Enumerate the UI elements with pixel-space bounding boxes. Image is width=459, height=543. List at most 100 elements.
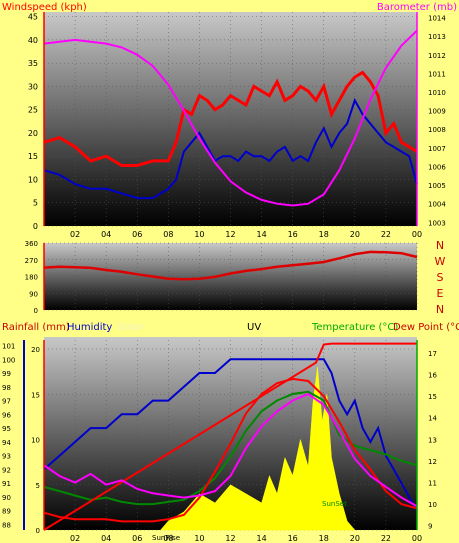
wind-xtick-label: 10 — [194, 230, 204, 239]
wind-ytick-label: 45 — [28, 13, 38, 22]
wind-ytick-label: 25 — [28, 106, 38, 115]
barometer-ytick-label: 1004 — [428, 201, 446, 209]
temperature-series-line — [43, 390, 418, 506]
combined-xtick-label: 16 — [288, 534, 298, 543]
rain-ytick-label: 20 — [31, 346, 40, 354]
legend-solar: Solar — [118, 322, 144, 333]
legend-rainfall: Rainfall (mm) — [2, 322, 70, 333]
compass-label: W — [435, 255, 446, 268]
wind-ytick-label: 35 — [28, 59, 38, 68]
barometer-ytick-label: 1009 — [428, 108, 446, 116]
dir-ytick-label: 0 — [34, 307, 38, 315]
uv-series-line — [43, 392, 418, 508]
dir-ytick-label: 270 — [25, 257, 38, 265]
rain-ytick-label: 0 — [36, 527, 40, 535]
barometer-axis-label: Barometer (mb) — [377, 2, 457, 13]
wind-xtick-label: 14 — [256, 230, 266, 239]
humidity-ytick-label: 101 — [2, 343, 15, 351]
direction-series-line — [43, 250, 418, 281]
rain-ytick-label: 15 — [31, 391, 40, 399]
humidity-ytick-label: 88 — [2, 521, 11, 529]
gust-series-line — [43, 70, 418, 167]
windspeed-axis-label: Windspeed (kph) — [2, 2, 87, 13]
solar-series-area — [160, 367, 356, 531]
compass-label: E — [437, 287, 444, 300]
wind-xtick-label: 18 — [319, 230, 329, 239]
compass-label: N — [436, 303, 444, 316]
barometer-ytick-label: 1014 — [428, 15, 446, 23]
rainfall-series-line — [43, 342, 417, 531]
combined-xtick-label: 02 — [70, 534, 80, 543]
wind-xtick-label: 12 — [225, 230, 235, 239]
wind-ytick-label: 15 — [28, 152, 38, 161]
dewpoint-series-line — [43, 377, 418, 523]
wind-ytick-label: 5 — [33, 199, 38, 208]
wind-ytick-label: 0 — [33, 222, 38, 231]
temp-ytick-label: 12 — [428, 458, 437, 466]
combined-xtick-label: 06 — [132, 534, 142, 543]
combined-xtick-label: 22 — [381, 534, 391, 543]
humidity-ytick-label: 98 — [2, 384, 11, 392]
humidity-ytick-label: 96 — [2, 411, 11, 419]
temp-ytick-label: 9 — [428, 523, 432, 531]
wind-xtick-label: 00 — [412, 230, 422, 239]
barometer-ytick-label: 1008 — [428, 126, 446, 134]
barometer-series-line — [43, 29, 418, 207]
combined-chart: Rainfall (mm) Humidity Solar UV Temperat… — [2, 322, 459, 543]
rain-ytick-label: 5 — [36, 482, 40, 490]
combined-xtick-label: 20 — [350, 534, 360, 543]
compass-label: N — [436, 239, 444, 252]
wind-ytick-label: 30 — [28, 82, 38, 91]
barometer-ytick-label: 1007 — [428, 145, 446, 153]
sunrise-label: SunRise — [152, 534, 180, 542]
rain-ytick-label: 10 — [31, 437, 40, 445]
barometer-ytick-label: 1012 — [428, 52, 446, 60]
average-wind-series-line — [43, 97, 418, 200]
humidity-ytick-label: 90 — [2, 494, 11, 502]
wind-xtick-label: 22 — [381, 230, 391, 239]
wind-plot-area — [44, 12, 417, 226]
wind-xtick-label: 02 — [70, 230, 80, 239]
wind-xtick-label: 20 — [350, 230, 360, 239]
barometer-ytick-label: 1010 — [428, 89, 446, 97]
legend-uv: UV — [247, 322, 261, 333]
humidity-ytick-label: 97 — [2, 398, 11, 406]
humidity-series-line — [43, 358, 418, 512]
temp-ytick-label: 16 — [428, 372, 437, 380]
combined-xtick-label: 08 — [163, 534, 173, 543]
legend-humidity: Humidity — [67, 322, 112, 333]
barometer-ytick-label: 1005 — [428, 182, 446, 190]
legend-temperature: Temperature (°C) — [311, 322, 398, 333]
wind-xtick-label: 08 — [163, 230, 173, 239]
sunset-label: SunSet — [322, 500, 347, 508]
barometer-ytick-label: 1013 — [428, 33, 446, 41]
wind-xtick-label: 06 — [132, 230, 142, 239]
combined-xtick-label: 18 — [319, 534, 329, 543]
temp-ytick-label: 17 — [428, 350, 437, 358]
humidity-ytick-label: 99 — [2, 370, 11, 378]
barometer-ytick-label: 1006 — [428, 163, 446, 171]
temp-ytick-label: 15 — [428, 393, 437, 401]
humidity-ytick-label: 100 — [2, 356, 15, 364]
temp-ytick-label: 13 — [428, 436, 437, 444]
compass-label: S — [437, 271, 444, 284]
wind-xtick-label: 16 — [288, 230, 298, 239]
humidity-ytick-label: 94 — [2, 439, 11, 447]
barometer-ytick-label: 1011 — [428, 70, 446, 78]
dir-ytick-label: 180 — [25, 274, 38, 282]
combined-xtick-label: 12 — [225, 534, 235, 543]
wind-ytick-label: 40 — [28, 36, 38, 45]
humidity-ytick-label: 95 — [2, 425, 11, 433]
barometer-ytick-label: 1003 — [428, 219, 446, 227]
humidity-ytick-label: 89 — [2, 508, 11, 516]
combined-xtick-label: 04 — [101, 534, 111, 543]
dir-ytick-label: 360 — [25, 240, 38, 248]
humidity-ytick-label: 91 — [2, 480, 11, 488]
combined-xtick-label: 14 — [256, 534, 266, 543]
legend-dewpoint: Dew Point (°C) — [393, 322, 459, 333]
dir-ytick-label: 90 — [29, 290, 38, 298]
wind-ytick-label: 20 — [28, 129, 38, 138]
combined-xtick-label: 00 — [412, 534, 422, 543]
